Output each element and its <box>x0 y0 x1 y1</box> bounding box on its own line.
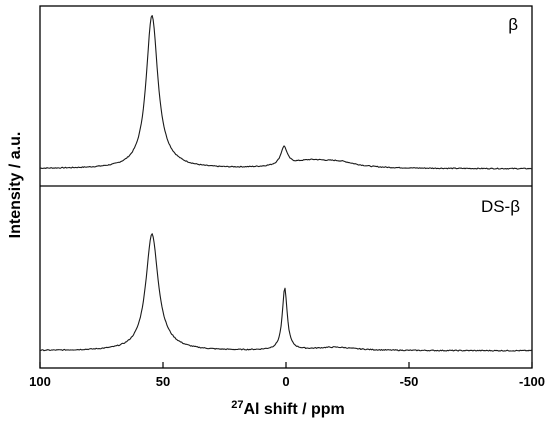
x-axis-title-superscript: 27 <box>231 399 243 411</box>
y-axis-title: Intensity / a.u. <box>7 132 24 239</box>
x-ticks: 100 50 0 -50 -100 <box>29 362 545 389</box>
panel-label-beta: β <box>508 15 518 34</box>
x-tick-label: -100 <box>519 374 545 389</box>
plot-frame <box>39 5 533 369</box>
panel-label-ds-beta: DS-β <box>481 197 520 216</box>
series-beta-trace <box>39 14 533 170</box>
series-ds-beta-trace <box>39 233 533 352</box>
x-tick-label: 0 <box>282 374 289 389</box>
x-tick-label: -50 <box>400 374 419 389</box>
x-axis-title-text: Al shift / ppm <box>243 401 344 418</box>
x-tick-label: 100 <box>29 374 51 389</box>
x-axis-title: 27Al shift / ppm <box>231 399 345 418</box>
x-tick-label: 50 <box>156 374 170 389</box>
